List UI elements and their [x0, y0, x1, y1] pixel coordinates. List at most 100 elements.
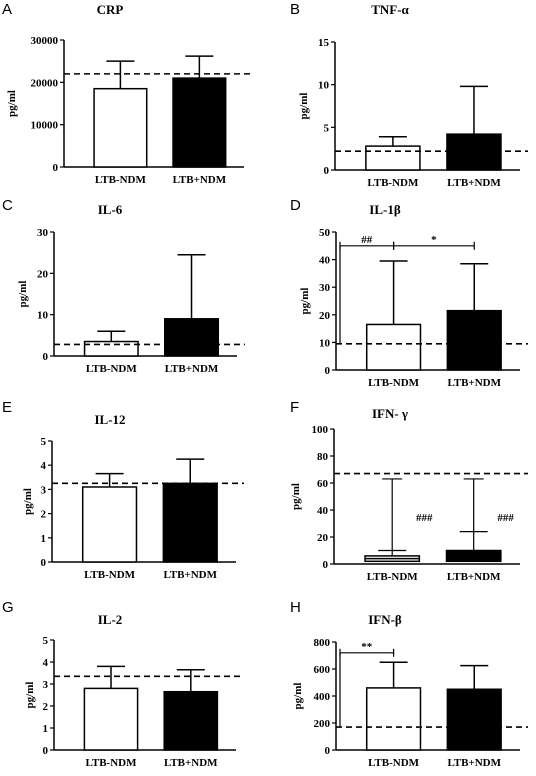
- category-label: LTB-NDM: [367, 177, 419, 189]
- y-tick-label: 40: [317, 505, 329, 517]
- y-tick-label: 2: [43, 701, 49, 713]
- bar: [83, 340, 139, 357]
- panel-letter: D: [290, 197, 301, 214]
- y-tick-label: 4: [43, 657, 49, 669]
- y-tick-label: 0: [325, 365, 331, 377]
- y-tick-label: 2: [41, 509, 47, 521]
- panel-h: H IFN-β 0 200 400 600 800 pg/ml LTB-NDM LTB+NDM **: [290, 599, 528, 769]
- y-tick-label: 15: [318, 37, 330, 49]
- y-tick-label: 5: [41, 436, 47, 448]
- category-label: LTB-NDM: [368, 757, 420, 769]
- category-label: LTB+NDM: [165, 363, 219, 375]
- significance-label: ###: [416, 512, 433, 524]
- category-label: LTB+NDM: [163, 569, 217, 581]
- bar: [81, 486, 138, 563]
- significance-label: *: [431, 234, 437, 246]
- y-tick-label: 600: [314, 664, 331, 676]
- y-tick-label: 3: [43, 679, 49, 691]
- bar: [172, 77, 227, 168]
- panel-title: IL-6: [98, 202, 123, 217]
- panel-letter: H: [290, 599, 301, 616]
- panel-letter: A: [2, 1, 12, 18]
- bar: [365, 687, 422, 751]
- panel-letter: C: [2, 197, 13, 214]
- y-axis-label: pg/ml: [290, 483, 302, 510]
- bar: [446, 688, 502, 751]
- y-tick-label: 200: [314, 718, 331, 730]
- bar: [365, 145, 421, 171]
- category-label: LTB+NDM: [173, 174, 227, 186]
- category-label: LTB+NDM: [447, 571, 501, 583]
- category-label: LTB+NDM: [447, 377, 501, 389]
- y-axis-label: pg/ml: [298, 93, 310, 120]
- y-tick-label: 0: [323, 559, 329, 571]
- y-tick-label: 3: [41, 484, 47, 496]
- y-tick-label: 30000: [31, 35, 59, 47]
- category-label: LTB+NDM: [164, 757, 218, 769]
- category-label: LTB-NDM: [86, 757, 138, 769]
- panel-title: IL-1β: [369, 202, 401, 217]
- y-tick-label: 1: [43, 723, 49, 735]
- category-label: LTB+NDM: [447, 757, 501, 769]
- y-axis-label: pg/ml: [299, 288, 311, 315]
- y-tick-label: 30: [37, 227, 49, 239]
- panel-g: G IL-2 0 1 2 3 4 5 pg/ml LTB-NDM LTB+NDM: [2, 599, 244, 769]
- panel-a: A CRP 0 10000 20000 30000 pg/ml LTB-NDM LTB+NDM: [2, 1, 252, 186]
- bar: [83, 687, 139, 751]
- y-tick-label: 1: [41, 533, 47, 545]
- panel-e: E IL-12 0 1 2 3 4 5 pg/ml LTB-NDM LTB+NDM: [2, 399, 244, 581]
- y-tick-label: 30: [319, 282, 331, 294]
- y-tick-label: 800: [314, 637, 331, 649]
- panel-title: CRP: [97, 2, 124, 17]
- bar: [162, 482, 218, 563]
- y-tick-label: 50: [319, 227, 331, 239]
- category-label: LTB-NDM: [368, 377, 420, 389]
- y-tick-label: 100: [312, 424, 329, 436]
- panel-title: IL-12: [94, 412, 125, 427]
- y-tick-label: 20000: [31, 77, 59, 89]
- panel-title: IL-2: [98, 612, 123, 627]
- panel-letter: F: [290, 399, 299, 416]
- y-tick-label: 0: [53, 162, 59, 174]
- panel-title: IFN-β: [368, 612, 402, 627]
- panel-letter: G: [2, 599, 14, 616]
- y-axis-label: pg/ml: [6, 90, 18, 117]
- y-tick-label: 40: [319, 255, 331, 267]
- panel-title: TNF-α: [371, 2, 409, 17]
- panel-title: IFN- γ: [372, 406, 408, 421]
- y-tick-label: 10: [319, 337, 331, 349]
- bar: [446, 309, 502, 371]
- panel-letter: B: [290, 1, 300, 18]
- y-tick-label: 20: [319, 310, 331, 322]
- y-tick-label: 80: [317, 451, 329, 463]
- panel-d: D IL-1β 0 10 20 30 40 50 pg/ml LTB-NDM LTB+NDM ## *: [290, 197, 528, 389]
- y-axis-label: pg/ml: [292, 683, 304, 710]
- y-tick-label: 5: [43, 635, 49, 647]
- y-tick-label: 10: [318, 80, 330, 92]
- y-tick-label: 20: [37, 268, 49, 280]
- category-label: LTB+NDM: [447, 177, 501, 189]
- bar: [164, 318, 220, 357]
- significance-label: ###: [497, 512, 514, 524]
- y-tick-label: 5: [324, 122, 330, 134]
- category-label: LTB-NDM: [86, 363, 138, 375]
- y-tick-label: 60: [317, 478, 329, 490]
- panel-b: B TNF-α 0 5 10 15 pg/ml LTB-NDM LTB+NDM: [290, 1, 528, 189]
- y-tick-label: 0: [43, 351, 49, 363]
- y-tick-label: 4: [41, 460, 47, 472]
- bar: [163, 690, 219, 751]
- y-tick-label: 0: [43, 745, 49, 757]
- bar: [93, 87, 148, 168]
- panel-f: F IFN- γ 0 20 40 60 80 100 pg/ml LTB-NDM LTB+NDM ##…: [290, 399, 528, 583]
- category-label: LTB-NDM: [367, 571, 419, 583]
- panel-c: C IL-6 0 10 20 30 pg/ml LTB-NDM LTB+NDM: [2, 197, 245, 375]
- y-tick-label: 10000: [31, 120, 59, 132]
- significance-label: **: [361, 641, 373, 653]
- y-tick-label: 400: [314, 691, 331, 703]
- y-tick-label: 0: [41, 557, 47, 569]
- y-axis-label: pg/ml: [17, 281, 29, 308]
- significance-label: ##: [361, 234, 373, 246]
- bar: [446, 133, 502, 171]
- bar: [365, 323, 422, 371]
- y-tick-label: 10: [37, 310, 49, 322]
